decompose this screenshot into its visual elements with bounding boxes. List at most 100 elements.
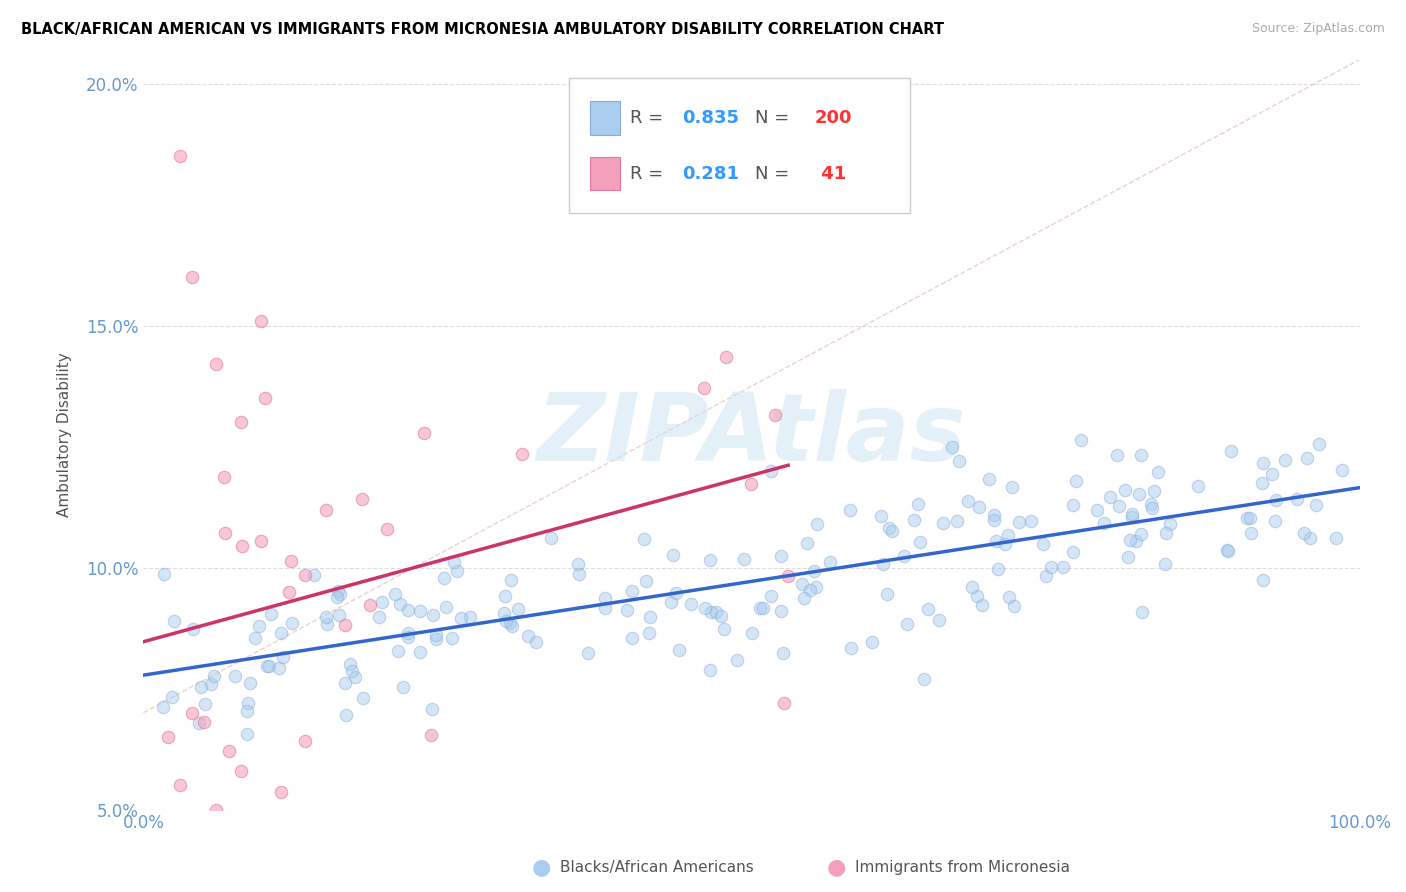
Point xyxy=(367,609,389,624)
Text: N =: N = xyxy=(755,109,789,127)
Text: Immigrants from Micronesia: Immigrants from Micronesia xyxy=(855,860,1070,874)
Point xyxy=(759,590,782,604)
Point xyxy=(1219,443,1241,458)
Text: 0.835: 0.835 xyxy=(682,109,740,127)
Y-axis label: Ambulatory Disability: Ambulatory Disability xyxy=(58,352,72,517)
Point xyxy=(704,605,727,619)
Point xyxy=(231,539,253,553)
Point xyxy=(408,645,430,659)
Point xyxy=(229,764,252,778)
Point xyxy=(1239,511,1261,525)
Point xyxy=(156,730,179,744)
Point xyxy=(1087,503,1109,517)
Point xyxy=(193,841,215,855)
Point xyxy=(987,562,1010,576)
Point xyxy=(205,851,228,865)
Point xyxy=(316,617,339,632)
Point xyxy=(205,803,228,817)
Point xyxy=(434,599,457,614)
Point xyxy=(997,527,1019,541)
Point xyxy=(1274,452,1296,467)
Point xyxy=(638,610,661,624)
Point xyxy=(734,552,756,566)
Point xyxy=(839,502,862,516)
Point xyxy=(1125,534,1147,549)
Point xyxy=(1187,479,1209,493)
Point xyxy=(420,728,443,742)
Point xyxy=(202,669,225,683)
Point xyxy=(616,603,638,617)
Bar xyxy=(589,157,620,191)
Point xyxy=(413,425,436,440)
Point xyxy=(872,557,894,571)
Point xyxy=(941,440,963,454)
Point xyxy=(1121,507,1143,521)
Point xyxy=(510,447,533,461)
Point xyxy=(983,513,1005,527)
Point xyxy=(839,640,862,655)
Point xyxy=(818,555,841,569)
Point xyxy=(679,597,702,611)
Point xyxy=(725,653,748,667)
Point xyxy=(250,314,273,328)
Point xyxy=(224,669,246,683)
Point xyxy=(994,537,1017,551)
Text: 0.281: 0.281 xyxy=(682,165,740,183)
Point xyxy=(441,631,464,645)
Point xyxy=(333,676,356,690)
Point xyxy=(796,536,818,550)
Point xyxy=(194,697,217,711)
Point xyxy=(806,517,828,532)
Point xyxy=(344,670,367,684)
Bar xyxy=(589,101,620,135)
Point xyxy=(1154,558,1177,572)
Point xyxy=(181,706,204,720)
Point xyxy=(540,531,562,545)
Point xyxy=(1286,491,1309,506)
Point xyxy=(339,657,361,672)
Point xyxy=(1001,480,1024,494)
Point xyxy=(1092,516,1115,530)
Point xyxy=(340,664,363,678)
Point xyxy=(1132,605,1154,619)
Point xyxy=(278,584,301,599)
Point xyxy=(896,617,918,632)
Text: N =: N = xyxy=(755,165,789,183)
Point xyxy=(1305,498,1327,512)
Point xyxy=(387,644,409,658)
Text: ●: ● xyxy=(827,857,846,877)
Point xyxy=(270,785,292,799)
Point xyxy=(389,597,412,611)
Point xyxy=(693,381,716,395)
Point xyxy=(450,611,472,625)
Point xyxy=(1114,483,1136,497)
Point xyxy=(932,516,955,531)
Point xyxy=(765,408,787,422)
Point xyxy=(506,602,529,616)
Point xyxy=(957,493,980,508)
Point xyxy=(188,715,211,730)
Point xyxy=(446,564,468,578)
Point xyxy=(422,607,444,622)
Point xyxy=(236,697,259,711)
Point xyxy=(152,566,174,581)
Point xyxy=(315,610,337,624)
Point xyxy=(409,604,432,618)
Point xyxy=(249,533,271,548)
Point xyxy=(1002,599,1025,613)
Point xyxy=(876,587,898,601)
Point xyxy=(329,587,352,601)
Point xyxy=(741,626,763,640)
Point xyxy=(967,500,990,515)
Point xyxy=(880,524,903,539)
Point xyxy=(806,581,828,595)
Point xyxy=(239,676,262,690)
Point xyxy=(1251,573,1274,587)
Point xyxy=(254,392,277,406)
Point xyxy=(1052,560,1074,574)
Point xyxy=(425,632,447,646)
Point xyxy=(205,358,228,372)
Point xyxy=(218,744,240,758)
Point xyxy=(1215,542,1237,557)
Point xyxy=(190,680,212,694)
